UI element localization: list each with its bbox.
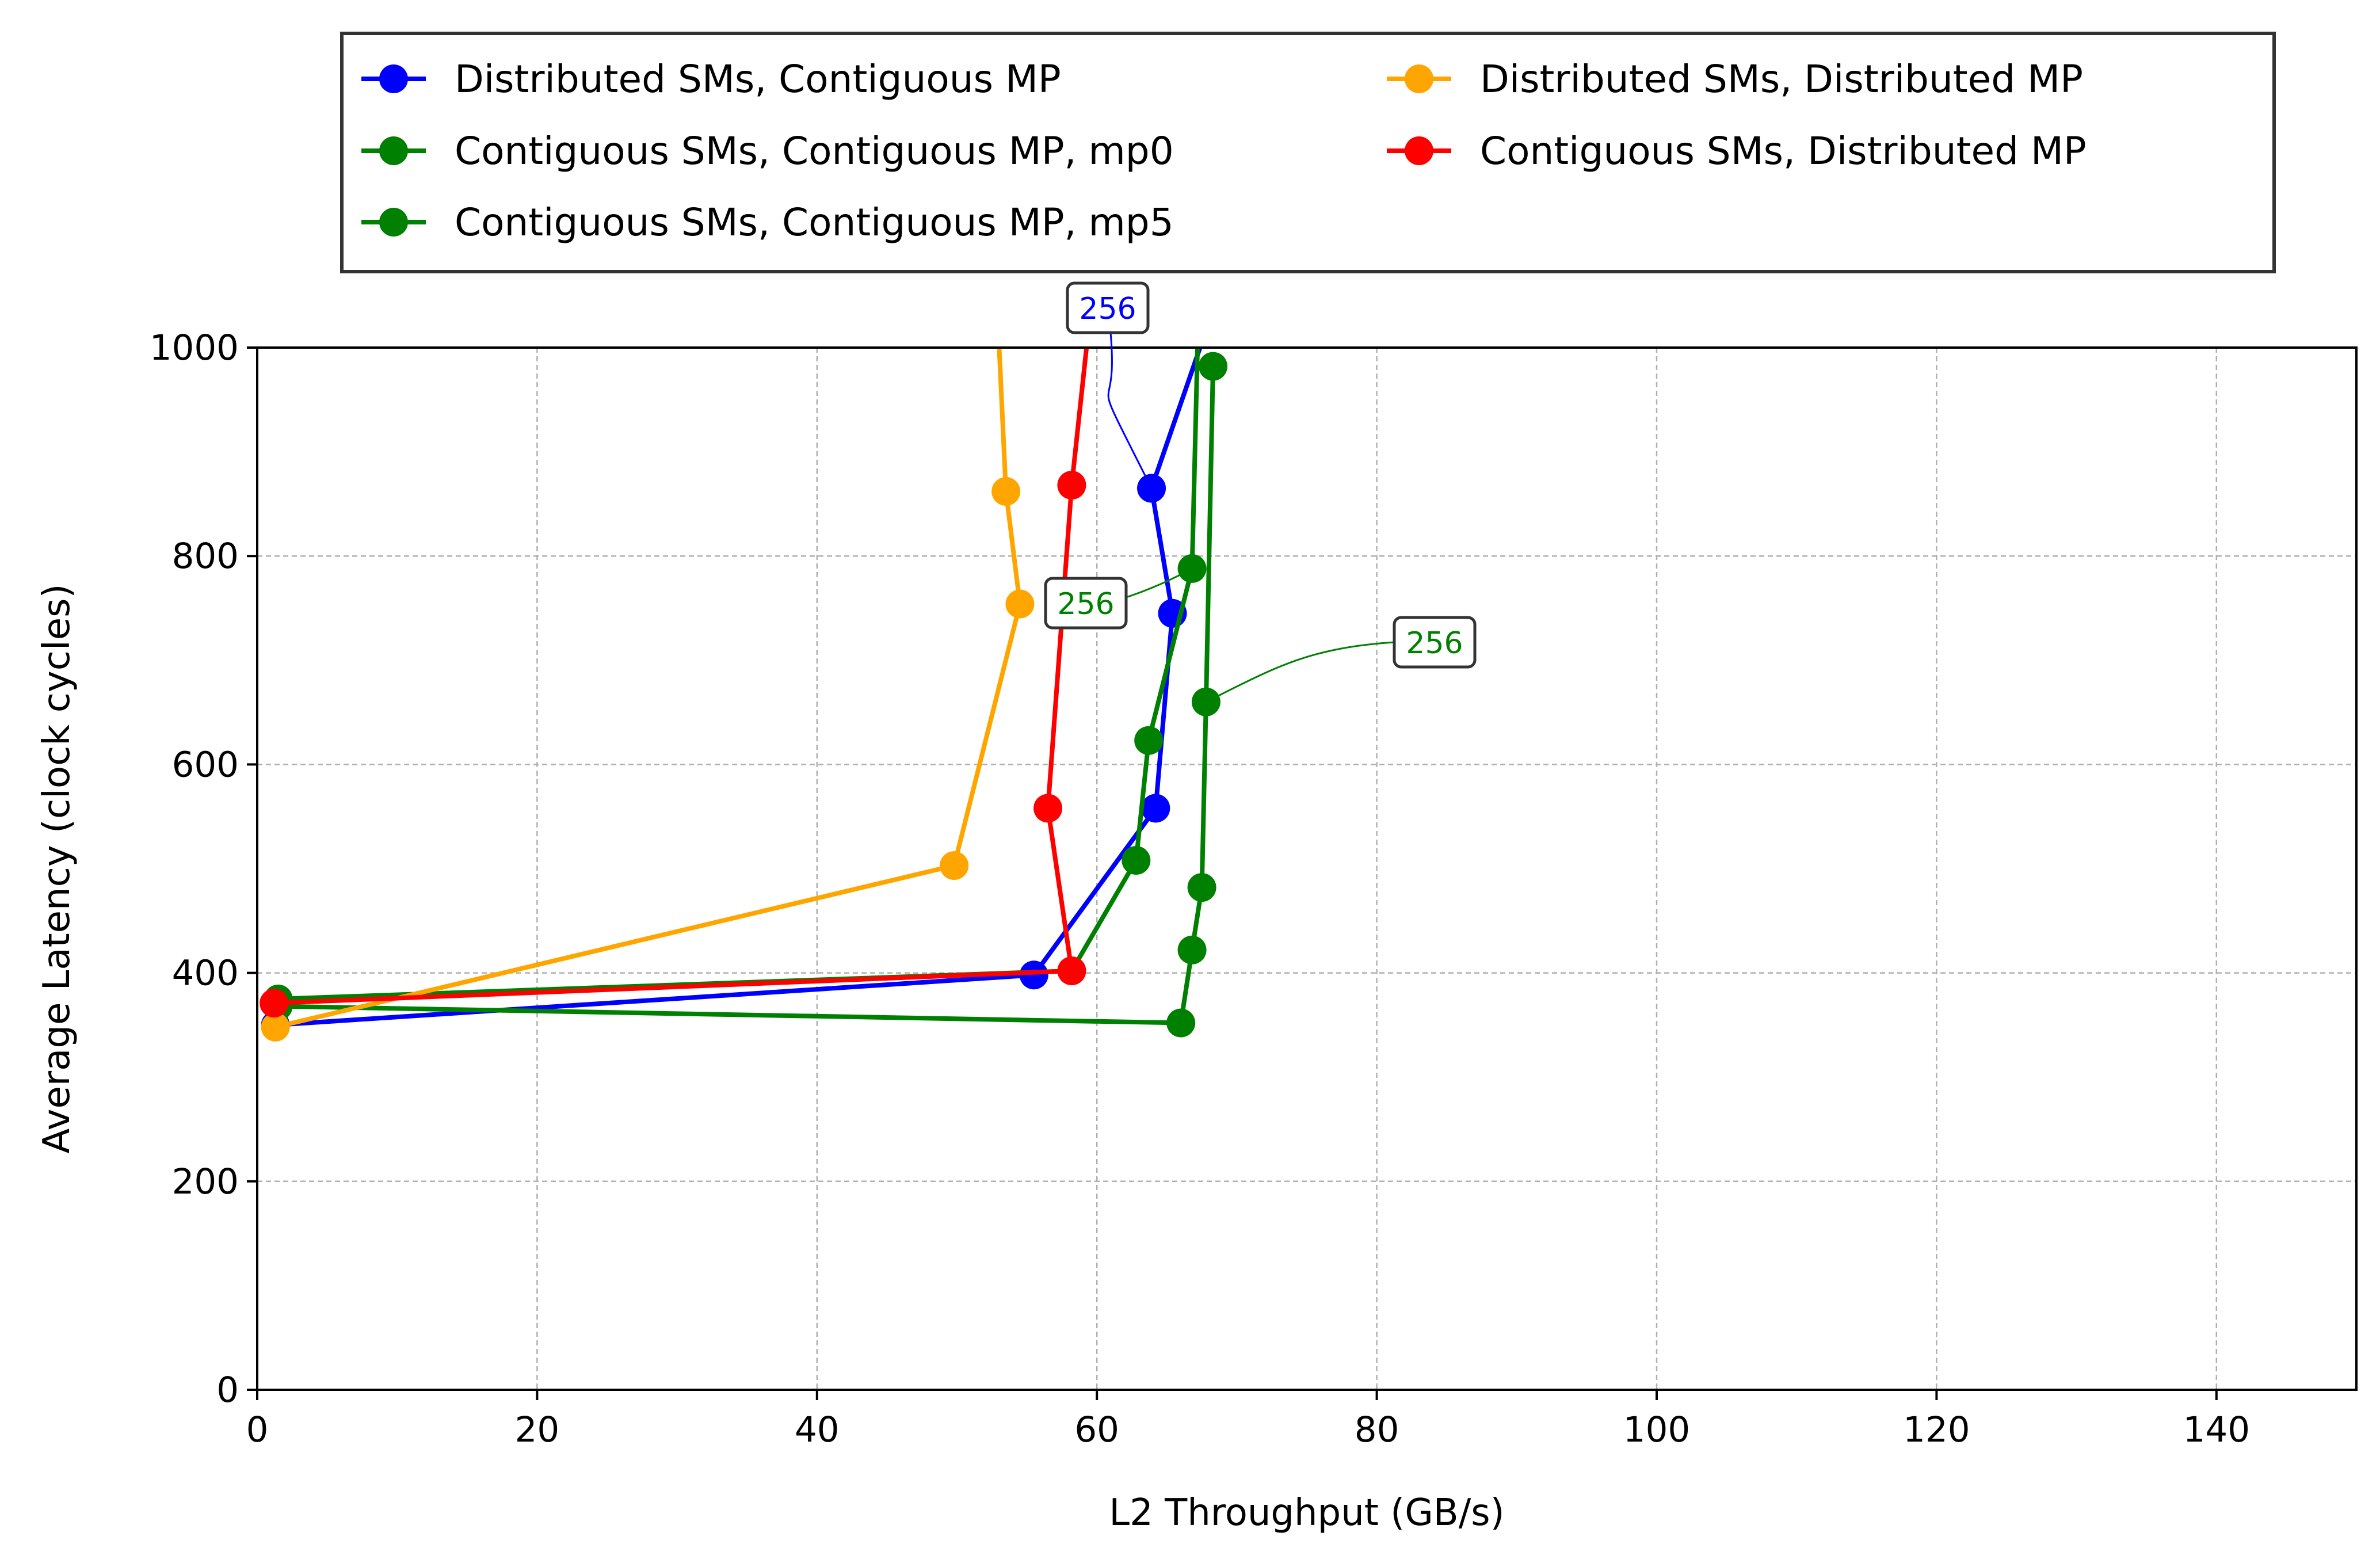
legend-entry-5: Contiguous SMs, Distributed MP bbox=[1387, 129, 2087, 173]
y-axis-title: Average Latency (clock cycles) bbox=[36, 584, 78, 1154]
annotation-arrow bbox=[1206, 641, 1395, 703]
x-tick-label: 140 bbox=[2183, 1409, 2250, 1450]
annotation-256: 256 bbox=[1206, 616, 1477, 703]
data-point bbox=[1199, 352, 1228, 381]
data-point bbox=[1057, 471, 1086, 500]
data-point bbox=[260, 989, 289, 1018]
x-tick-label: 80 bbox=[1355, 1409, 1399, 1450]
legend-label: Distributed SMs, Contiguous MP bbox=[455, 57, 1061, 101]
legend-box bbox=[340, 32, 2276, 273]
x-axis-title: L2 Throughput (GB/s) bbox=[1109, 1492, 1504, 1534]
annotation-box bbox=[1066, 281, 1150, 334]
data-point bbox=[1033, 794, 1063, 823]
series-line bbox=[275, 348, 1203, 1028]
legend-marker bbox=[379, 64, 408, 93]
series-4 bbox=[261, 348, 1035, 1042]
y-tick-label: 0 bbox=[216, 1370, 239, 1410]
y-tick-label: 400 bbox=[172, 953, 239, 994]
legend-entry-3: Contiguous SMs, Contiguous MP, mp5 bbox=[361, 200, 1174, 245]
annotation-arrow bbox=[1126, 567, 1193, 598]
annotation-256: 256 bbox=[1066, 281, 1153, 489]
annotation-box bbox=[1393, 616, 1477, 669]
legend-label: Contiguous SMs, Contiguous MP, mp5 bbox=[455, 200, 1174, 245]
annotation-label: 256 bbox=[1406, 626, 1463, 661]
annotations: 256 256 256 bbox=[1044, 281, 1477, 703]
y-tick-label: 600 bbox=[172, 744, 239, 785]
data-point bbox=[1187, 873, 1216, 902]
data-point bbox=[1057, 956, 1086, 985]
legend-marker bbox=[1405, 64, 1433, 93]
series-line bbox=[278, 366, 1216, 1026]
y-tick-label: 200 bbox=[172, 1161, 239, 1202]
annotation-box bbox=[1044, 577, 1128, 630]
data-point bbox=[1019, 960, 1048, 990]
grid bbox=[257, 348, 2356, 1390]
data-point bbox=[940, 851, 969, 880]
legend-marker bbox=[379, 136, 408, 165]
legend-entry-2: Contiguous SMs, Contiguous MP, mp0 bbox=[361, 129, 1174, 173]
legend-label: Contiguous SMs, Distributed MP bbox=[1480, 129, 2087, 173]
series-layer bbox=[260, 348, 1228, 1042]
y-tick-label: 1000 bbox=[150, 327, 239, 368]
x-tick-label: 20 bbox=[515, 1409, 560, 1450]
data-point bbox=[1134, 726, 1164, 755]
series-5 bbox=[260, 348, 1089, 1018]
axes: 0 20 40 60 80 100 120 140 0 200 400 600 800 1000 L2 Th… bbox=[36, 327, 2250, 1534]
x-tick-label: 120 bbox=[1903, 1409, 1970, 1450]
x-tick-label: 60 bbox=[1074, 1409, 1119, 1450]
annotation-arrow bbox=[1107, 332, 1153, 489]
legend-entry-1: Distributed SMs, Contiguous MP bbox=[361, 57, 1061, 101]
data-point bbox=[1177, 935, 1207, 965]
x-tick-label: 0 bbox=[246, 1409, 269, 1450]
data-point bbox=[1166, 1008, 1196, 1038]
legend-label: Distributed SMs, Distributed MP bbox=[1480, 57, 2083, 101]
annotation-label: 256 bbox=[1079, 292, 1136, 326]
data-point bbox=[261, 1012, 290, 1042]
x-tick-label: 100 bbox=[1623, 1409, 1690, 1450]
y-tick-label: 800 bbox=[172, 536, 239, 577]
data-point bbox=[1122, 846, 1151, 875]
data-point bbox=[1005, 589, 1035, 619]
legend: Distributed SMs, Contiguous MP Contiguous… bbox=[340, 32, 2276, 273]
plot-frame bbox=[256, 346, 2358, 1391]
x-tick-label: 40 bbox=[795, 1409, 840, 1450]
annotation-256: 256 bbox=[1044, 567, 1193, 630]
legend-label: Contiguous SMs, Contiguous MP, mp0 bbox=[455, 129, 1174, 173]
data-point bbox=[1141, 794, 1170, 823]
annotation-label: 256 bbox=[1057, 587, 1114, 622]
legend-entry-4: Distributed SMs, Distributed MP bbox=[1387, 57, 2083, 101]
legend-marker bbox=[379, 208, 408, 237]
data-point bbox=[991, 476, 1021, 506]
legend-marker bbox=[1405, 136, 1433, 165]
